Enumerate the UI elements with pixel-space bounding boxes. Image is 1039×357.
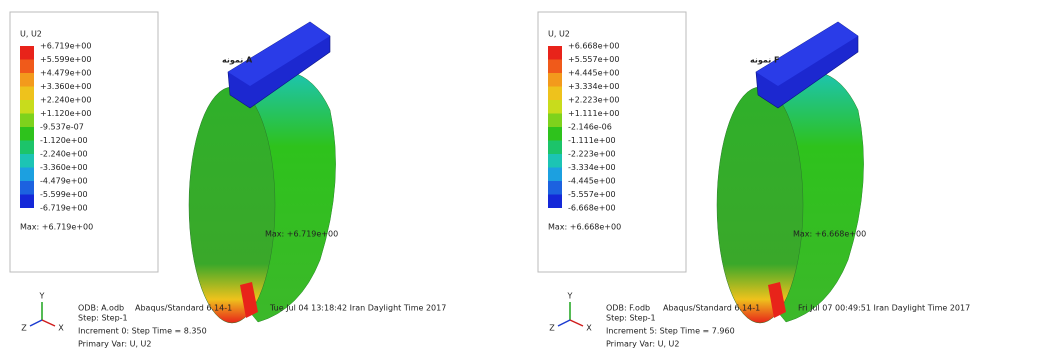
triad-label: Z (21, 324, 27, 333)
legend-swatch (20, 73, 34, 87)
legend-swatch (548, 100, 562, 114)
max-annotation: Max: +6.668e+00 (793, 230, 866, 239)
body-face (189, 87, 275, 323)
legend-swatch (548, 181, 562, 195)
legend-label: +6.668e+00 (568, 42, 619, 51)
legend-title: U, U2 (548, 30, 570, 39)
legend-swatch (548, 73, 562, 87)
legend-swatch (20, 154, 34, 168)
triad-axis (30, 320, 42, 326)
legend-label: -3.334e+00 (568, 163, 616, 172)
triad-axis (42, 320, 55, 326)
legend-title: U, U2 (20, 30, 42, 39)
triad-label: Y (567, 292, 573, 301)
legend-label: -6.719e+00 (40, 204, 88, 213)
footer-primary-var: Primary Var: U, U2 (78, 340, 151, 349)
legend-label: -1.111e+00 (568, 136, 616, 145)
legend-label: +2.223e+00 (568, 96, 619, 105)
legend-swatch (548, 87, 562, 101)
model-label: نمونه A (222, 56, 253, 65)
legend-label: +4.445e+00 (568, 69, 619, 78)
legend-swatch (20, 46, 34, 60)
legend-label: -1.120e+00 (40, 136, 88, 145)
legend-swatch (548, 46, 562, 60)
legend-label: +5.599e+00 (40, 55, 91, 64)
model-label: نمونه F (750, 56, 780, 65)
max-annotation: Max: +6.719e+00 (265, 230, 338, 239)
legend-swatch (548, 195, 562, 209)
legend-label: -6.668e+00 (568, 204, 616, 213)
body-face (717, 87, 803, 323)
legend-swatch (20, 87, 34, 101)
legend-swatch (548, 127, 562, 141)
legend-label: +6.719e+00 (40, 42, 91, 51)
legend-swatch (548, 141, 562, 155)
legend-label: -9.537e-07 (40, 123, 84, 132)
panel: U, U2 +6.719e+00 +5.599e+00 +4.479e+00 +3.36… (10, 12, 446, 349)
legend-label: -2.240e+00 (40, 150, 88, 159)
legend-swatch (20, 181, 34, 195)
screenshot: U, U2 +6.719e+00 +5.599e+00 +4.479e+00 +3.36… (0, 0, 1039, 353)
footer-primary-var: Primary Var: U, U2 (606, 340, 679, 349)
legend-swatch (548, 60, 562, 74)
legend-label: +2.240e+00 (40, 96, 91, 105)
legend-max: Max: +6.719e+00 (20, 223, 93, 232)
legend-label: -5.599e+00 (40, 190, 88, 199)
triad-label: X (586, 324, 592, 333)
footer-step: Step: Step-1 (78, 314, 128, 323)
footer-step: Step: Step-1 (606, 314, 656, 323)
legend-swatch (548, 114, 562, 128)
legend-label: +3.334e+00 (568, 82, 619, 91)
legend-label: +3.360e+00 (40, 82, 91, 91)
triad-axis (570, 320, 583, 326)
footer-solver: Abaqus/Standard 6.14-1 (663, 304, 760, 313)
footer-odb: ODB: A.odb (78, 304, 124, 313)
legend-max: Max: +6.668e+00 (548, 223, 621, 232)
legend-label: +4.479e+00 (40, 69, 91, 78)
footer-solver: Abaqus/Standard 6.14-1 (135, 304, 232, 313)
triad-axis (558, 320, 570, 326)
panel: U, U2 +6.668e+00 +5.557e+00 +4.445e+00 +3.33… (538, 12, 970, 349)
legend-swatch (548, 168, 562, 182)
legend-swatch (20, 127, 34, 141)
legend-label: -4.445e+00 (568, 177, 616, 186)
legend-swatch (20, 114, 34, 128)
triad-label: X (58, 324, 64, 333)
legend-swatch (20, 60, 34, 74)
legend-label: +5.557e+00 (568, 55, 619, 64)
legend-swatch (548, 154, 562, 168)
footer-date: Tue Jul 04 13:18:42 Iran Daylight Time 2… (269, 304, 446, 313)
legend-swatch (20, 100, 34, 114)
legend-label: +1.111e+00 (568, 109, 619, 118)
footer-increment: Increment 0: Step Time = 8.350 (78, 327, 207, 336)
footer-date: Fri Jul 07 00:49:51 Iran Daylight Time 2… (798, 304, 970, 313)
legend-label: -3.360e+00 (40, 163, 88, 172)
legend-label: -2.223e+00 (568, 150, 616, 159)
legend-label: +1.120e+00 (40, 109, 91, 118)
legend-swatch (20, 141, 34, 155)
footer-increment: Increment 5: Step Time = 7.960 (606, 327, 735, 336)
legend-swatch (20, 195, 34, 209)
legend-label: -4.479e+00 (40, 177, 88, 186)
legend-label: -2.146e-06 (568, 123, 612, 132)
legend-label: -5.557e+00 (568, 190, 616, 199)
footer-odb: ODB: F.odb (606, 304, 650, 313)
triad-label: Z (549, 324, 555, 333)
legend-swatch (20, 168, 34, 182)
triad-label: Y (39, 292, 45, 301)
